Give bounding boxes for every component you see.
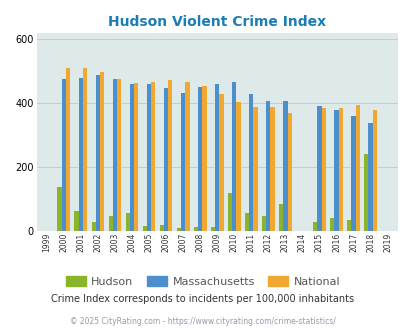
Bar	[215, 84, 219, 231]
Bar	[83, 68, 87, 231]
Text: Crime Index corresponds to incidents per 100,000 inhabitants: Crime Index corresponds to incidents per…	[51, 294, 354, 304]
Bar	[317, 106, 321, 231]
Bar	[125, 214, 130, 231]
Bar	[236, 102, 240, 231]
Text: © 2025 CityRating.com - https://www.cityrating.com/crime-statistics/: © 2025 CityRating.com - https://www.city…	[70, 317, 335, 326]
Bar	[334, 110, 338, 231]
Bar	[266, 101, 270, 231]
Bar	[91, 222, 96, 231]
Bar	[219, 94, 223, 231]
Bar	[79, 78, 83, 231]
Bar	[210, 227, 215, 231]
Bar	[147, 84, 151, 231]
Bar	[321, 108, 325, 231]
Bar	[283, 101, 287, 231]
Bar	[100, 72, 104, 231]
Bar	[164, 88, 168, 231]
Bar	[368, 123, 372, 231]
Bar	[249, 94, 253, 231]
Bar	[329, 217, 334, 231]
Bar	[338, 108, 342, 231]
Bar	[287, 114, 291, 231]
Bar	[202, 86, 206, 231]
Bar	[312, 222, 317, 231]
Bar	[355, 105, 359, 231]
Bar	[261, 216, 266, 231]
Bar	[244, 214, 249, 231]
Bar	[185, 82, 189, 231]
Bar	[278, 204, 283, 231]
Bar	[363, 154, 368, 231]
Bar	[134, 83, 138, 231]
Bar	[151, 82, 155, 231]
Bar	[113, 79, 117, 231]
Bar	[372, 110, 376, 231]
Bar	[227, 193, 232, 231]
Bar	[66, 68, 70, 231]
Bar	[193, 227, 198, 231]
Bar	[253, 107, 257, 231]
Bar	[62, 79, 66, 231]
Bar	[181, 93, 185, 231]
Bar	[108, 216, 113, 231]
Bar	[168, 80, 172, 231]
Bar	[142, 226, 147, 231]
Title: Hudson Violent Crime Index: Hudson Violent Crime Index	[108, 15, 326, 29]
Legend: Hudson, Massachusetts, National: Hudson, Massachusetts, National	[61, 271, 344, 291]
Bar	[117, 79, 121, 231]
Bar	[159, 225, 164, 231]
Bar	[74, 211, 79, 231]
Bar	[270, 107, 274, 231]
Bar	[176, 228, 181, 231]
Bar	[232, 82, 236, 231]
Bar	[346, 220, 351, 231]
Bar	[96, 75, 100, 231]
Bar	[57, 187, 62, 231]
Bar	[198, 87, 202, 231]
Bar	[351, 116, 355, 231]
Bar	[130, 84, 134, 231]
